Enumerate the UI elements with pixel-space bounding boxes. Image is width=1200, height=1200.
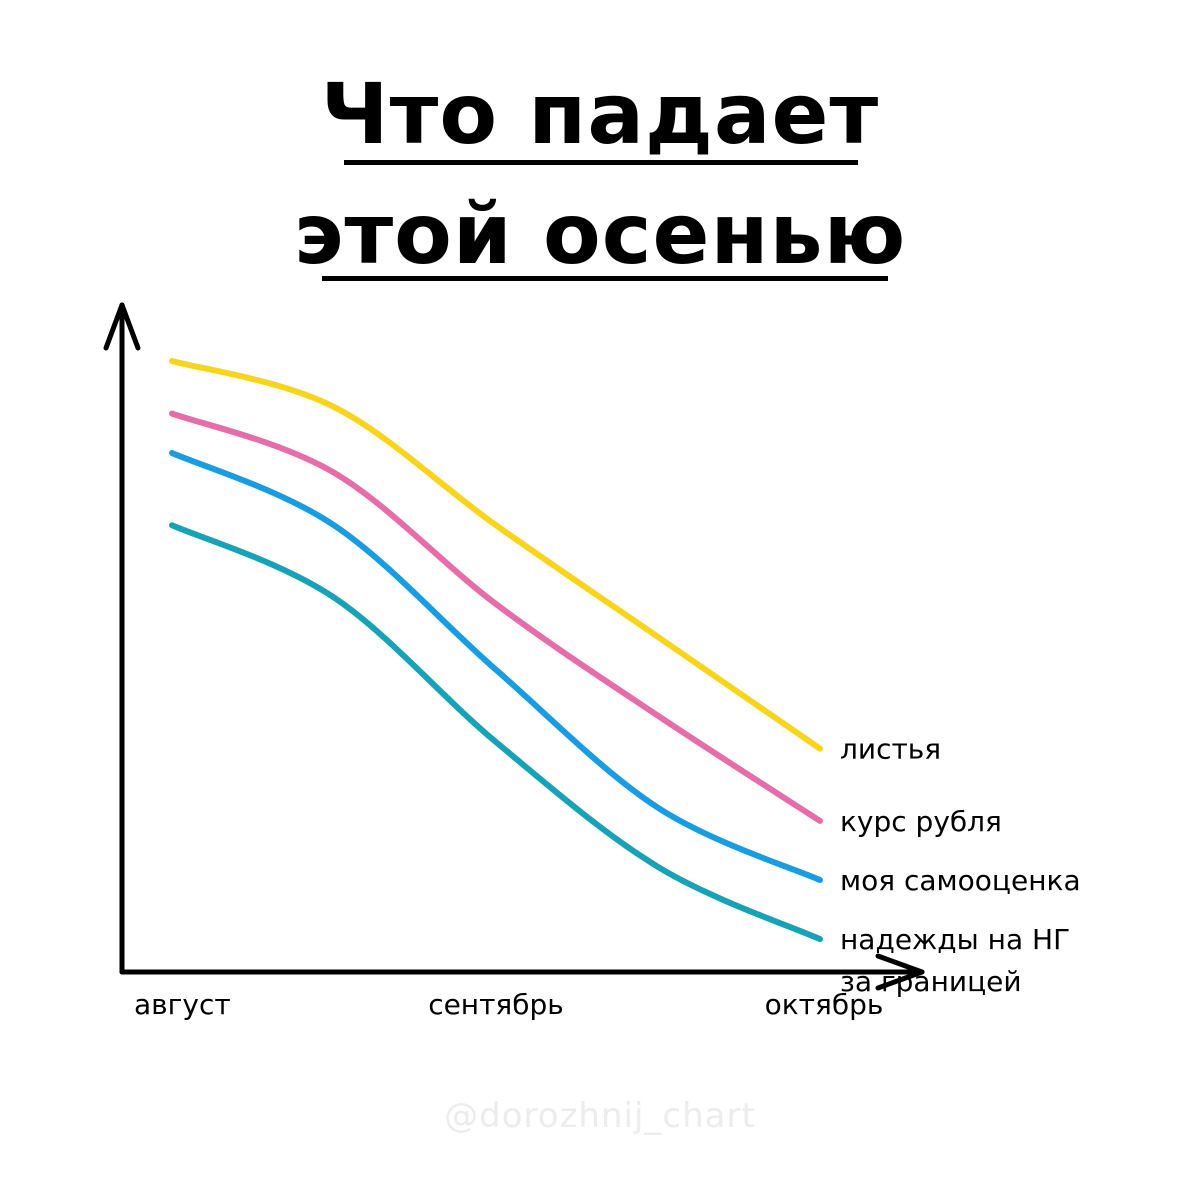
series-label-4-line-1: надежды на НГ [840,923,1070,956]
series-line-3 [169,449,823,884]
watermark: @dorozhnij_chart [444,1096,756,1136]
x-tick-label-3: октябрь [765,988,884,1021]
series-label-1: листья [840,733,941,766]
x-tick-labels-group: август сентябрь октябрь [134,988,883,1021]
axes [103,302,925,991]
series-label-4: надежды на НГ за границей [840,923,1070,998]
series-label-2: курс рубля [840,805,1002,838]
title-underline-1 [344,160,858,165]
series-group [169,357,823,943]
x-tick-label-1: август [134,988,231,1021]
series-labels-group: листья курс рубля моя самооценка надежды на… [840,733,1081,999]
series-line-1 [169,357,823,752]
x-tick-label-2: сентябрь [428,988,564,1021]
series-label-4-line-2: за границей [840,965,1022,998]
x-axis-arrow-icon [875,953,925,991]
series-line-2 [169,410,823,824]
series-label-3: моя самооценка [840,864,1081,897]
series-line-4 [169,522,823,943]
chart-title-line-1: Что падает [320,65,880,163]
y-axis-arrow-icon [103,302,141,351]
series-label-2-line-1: курс рубля [840,805,1002,838]
title-underline-2 [322,276,888,281]
series-label-3-line-1: моя самооценка [840,864,1081,897]
chart-title-line-2: этой осенью [293,185,907,283]
series-label-1-line-1: листья [840,733,941,766]
